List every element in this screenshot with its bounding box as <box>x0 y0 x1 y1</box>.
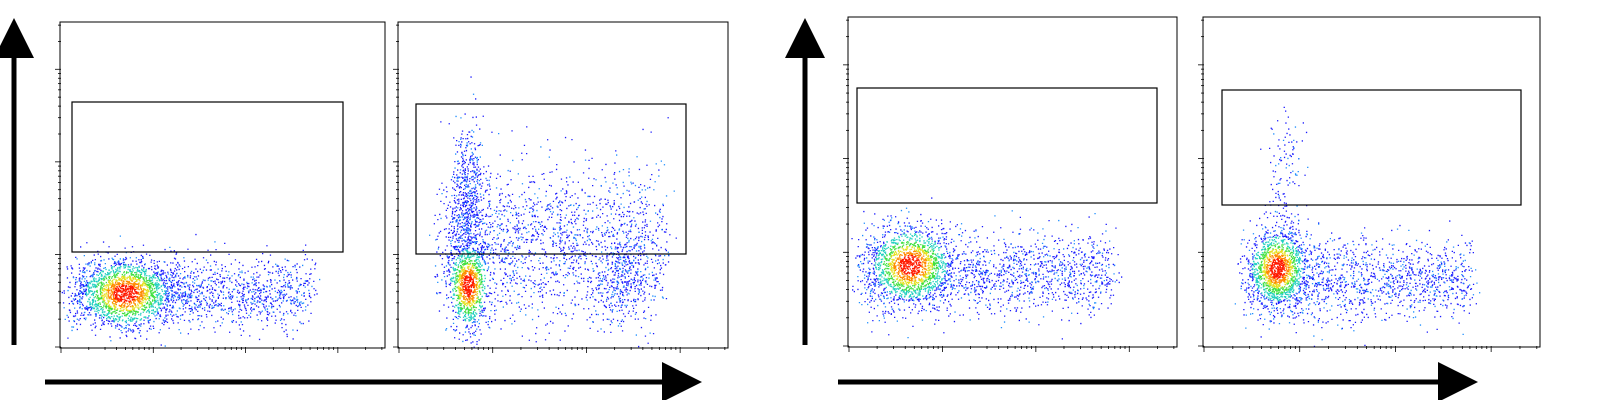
gate <box>1221 89 1522 206</box>
event-dots <box>1269 257 1286 280</box>
gate <box>415 103 687 255</box>
event-dots <box>1234 126 1481 341</box>
plot-frame <box>1202 16 1541 348</box>
events <box>61 76 1481 348</box>
plot-frame <box>847 16 1178 348</box>
event-dots <box>1237 106 1477 347</box>
event-dots <box>1265 253 1291 285</box>
gate <box>856 87 1158 204</box>
plot-frame <box>397 21 729 349</box>
event-dots <box>462 274 475 298</box>
event-dots <box>61 233 318 346</box>
event-dots <box>107 280 145 308</box>
gate <box>71 101 344 253</box>
plot-frame <box>59 21 386 349</box>
event-dots <box>112 284 139 304</box>
event-dots <box>459 268 478 303</box>
event-dots <box>893 250 927 282</box>
event-dots <box>899 254 922 276</box>
